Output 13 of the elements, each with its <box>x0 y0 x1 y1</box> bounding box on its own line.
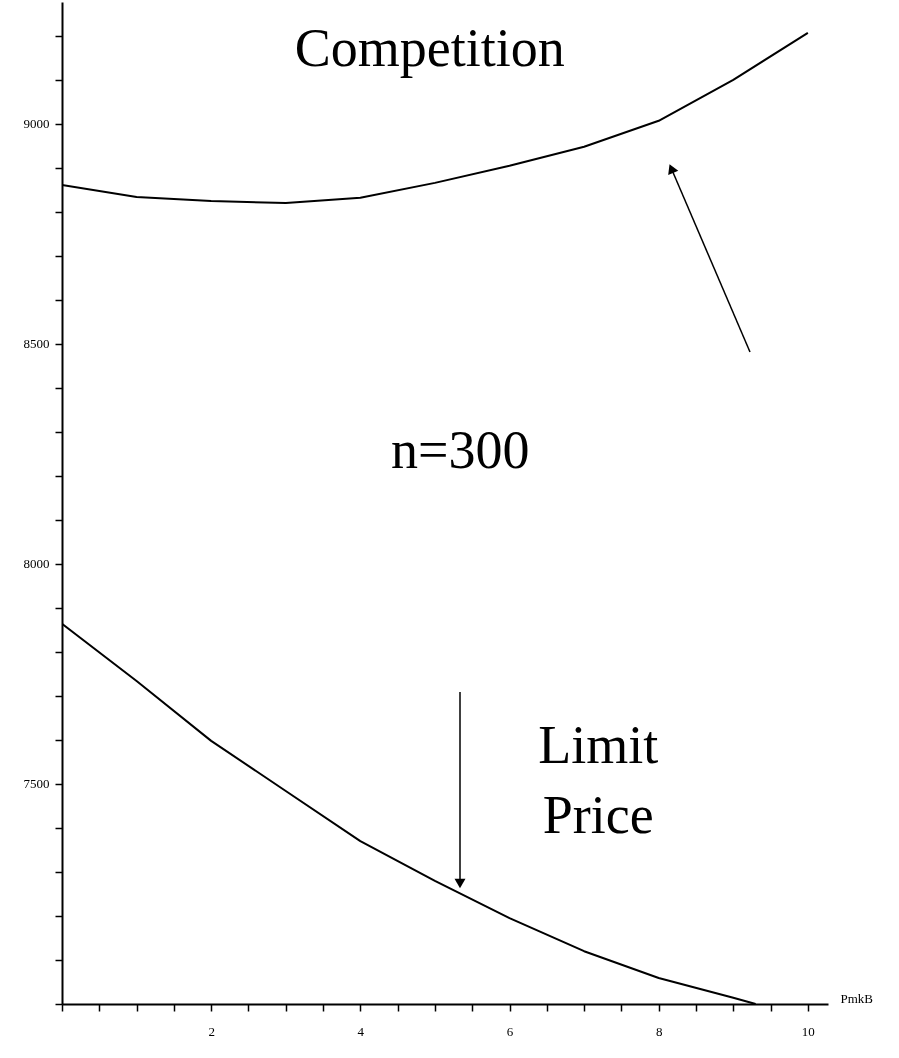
y-tick-label: 9000 <box>23 116 50 132</box>
x-tick-label: 8 <box>655 1023 663 1039</box>
y-tick-label: 7500 <box>23 776 50 792</box>
annotation: Competition <box>294 18 565 78</box>
annotation: Limit Price <box>538 715 659 845</box>
x-axis-title: PmkB <box>840 990 874 1006</box>
x-tick-label: 10 <box>801 1023 815 1039</box>
annotation: n=300 <box>391 420 530 480</box>
x-tick-label: 2 <box>208 1023 215 1039</box>
x-tick-label: 6 <box>506 1023 514 1039</box>
x-tick-label: 4 <box>357 1023 365 1039</box>
y-tick-label: 8000 <box>23 556 50 572</box>
y-tick-label: 8500 <box>23 336 50 352</box>
